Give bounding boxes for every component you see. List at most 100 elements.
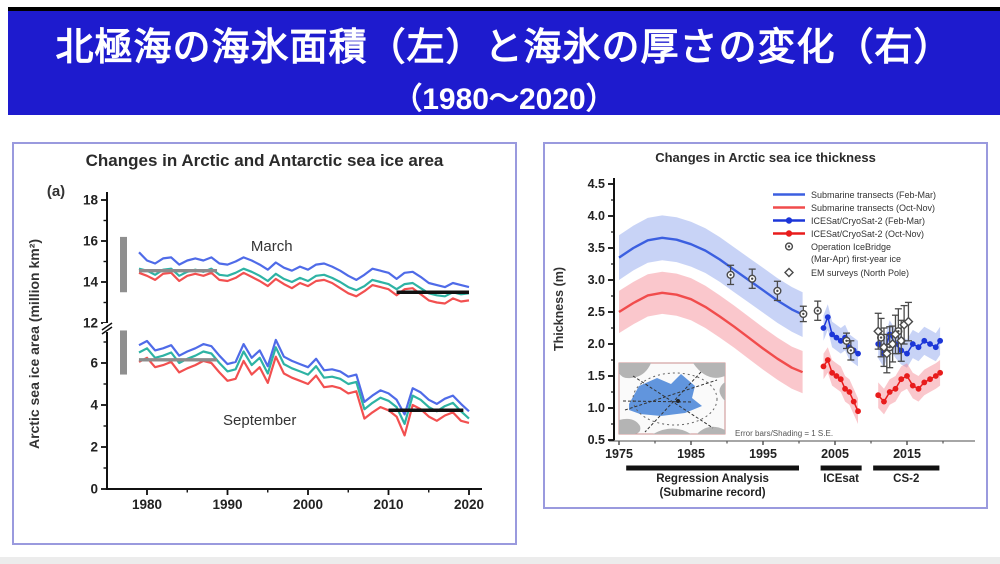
top-rule bbox=[8, 7, 1000, 11]
dot-icesat-oct-nov bbox=[824, 357, 831, 363]
legend-swatch-line-dot-icon bbox=[773, 217, 805, 224]
legend-label: Submarine transects (Feb-Mar) bbox=[811, 189, 937, 200]
dot-cryosat2-oct-nov bbox=[904, 373, 910, 379]
series-submarine-oct-nov bbox=[618, 291, 804, 374]
y-tick-label: 1.0 bbox=[588, 401, 605, 415]
dot-icesat-feb-mar bbox=[855, 350, 861, 357]
y-tick-label: 0.5 bbox=[588, 433, 605, 447]
legend-swatch-line-icon bbox=[773, 193, 805, 196]
dot-cryosat2-feb-mar bbox=[937, 337, 944, 344]
y-tick-label: 4.5 bbox=[588, 177, 605, 191]
icebridge-marker-dot bbox=[729, 273, 732, 277]
period-label: Regression Analysis bbox=[656, 473, 769, 485]
dot-cryosat2-oct-nov bbox=[932, 373, 939, 379]
legend-label: ICESat/CryoSat-2 (Feb-Mar) bbox=[811, 215, 926, 226]
legend-item: Submarine transects (Feb-Mar) bbox=[771, 188, 936, 201]
inset-land bbox=[619, 363, 651, 379]
dot-cryosat2-feb-mar bbox=[921, 337, 928, 344]
legend-item: ICESat/CryoSat-2 (Feb-Mar) bbox=[771, 214, 936, 227]
band-submarine-oct-nov bbox=[619, 271, 803, 394]
dot-icesat-oct-nov bbox=[837, 376, 844, 383]
legend-swatch-line-dot-icon bbox=[773, 230, 805, 237]
slide-title: 北極海の海氷面積（左）と海氷の厚さの変化（右） bbox=[55, 27, 953, 69]
left-chart-title: Changes in Arctic and Antarctic sea ice … bbox=[85, 151, 444, 170]
dot-icesat-oct-nov bbox=[833, 373, 840, 379]
dot-icesat-feb-mar bbox=[820, 325, 827, 331]
em-survey-marker bbox=[873, 326, 884, 337]
x-tick-label: 1995 bbox=[749, 447, 777, 461]
march-range-bar bbox=[120, 236, 127, 293]
dot-icesat-feb-mar bbox=[829, 331, 836, 338]
x-tick-label: 2010 bbox=[373, 497, 403, 512]
y-tick-label: 12 bbox=[83, 316, 98, 331]
legend-label: ICESat/CryoSat-2 (Oct-Nov) bbox=[811, 228, 925, 239]
y-axis-label: Thickness (m) bbox=[552, 267, 566, 351]
series-september-mid bbox=[138, 346, 470, 425]
x-tick-label: 2015 bbox=[893, 447, 921, 461]
legend-swatch-circle-icon bbox=[784, 242, 794, 251]
y-tick-label: 18 bbox=[83, 193, 99, 208]
y-axis-label: Arctic sea ice area (million km²) bbox=[26, 239, 42, 449]
y-tick-label: 3.0 bbox=[588, 273, 605, 287]
icebridge-marker-dot bbox=[879, 336, 883, 339]
dot-icesat-oct-nov bbox=[846, 389, 853, 395]
dot-cryosat2-feb-mar bbox=[932, 344, 939, 351]
error-note: Error bars/Shading = 1 S.E. bbox=[735, 429, 833, 438]
legend-label: EM surveys (North Pole) bbox=[811, 267, 910, 278]
y-tick-label: 3.5 bbox=[588, 241, 605, 255]
icebridge-marker-dot bbox=[845, 339, 848, 342]
dot-icesat-feb-mar bbox=[837, 337, 844, 344]
y-tick-label: 1.5 bbox=[588, 369, 605, 383]
icebridge-marker-dot bbox=[849, 349, 853, 352]
x-tick-label: 2000 bbox=[293, 497, 323, 512]
x-tick-label: 1985 bbox=[677, 447, 705, 461]
em-survey-marker bbox=[903, 316, 914, 327]
em-survey-marker bbox=[890, 329, 901, 340]
dot-icesat-feb-mar bbox=[824, 314, 831, 321]
dot-cryosat2-oct-nov bbox=[886, 389, 893, 395]
dot-icesat-oct-nov bbox=[820, 363, 827, 370]
period-sublabel: (Submarine record) bbox=[660, 487, 766, 499]
slide-subtitle: （1980〜2020） bbox=[392, 83, 616, 116]
icebridge-marker-dot bbox=[802, 312, 805, 316]
dot-cryosat2-oct-nov bbox=[921, 379, 928, 386]
band-icesat-oct-nov bbox=[823, 347, 858, 424]
thickness-chart-legend: Submarine transects (Feb-Mar) Submarine t… bbox=[771, 188, 936, 279]
dot-cryosat2-feb-mar bbox=[915, 344, 922, 351]
y-tick-label: 0 bbox=[90, 482, 98, 497]
path bbox=[784, 267, 794, 278]
axis-break-gap bbox=[103, 323, 111, 332]
title-banner: 北極海の海氷面積（左）と海氷の厚さの変化（右） （1980〜2020） bbox=[8, 11, 1000, 116]
series-march-lower bbox=[138, 271, 470, 305]
legend-swatch-line-icon bbox=[773, 206, 805, 209]
dot-cryosat2-oct-nov bbox=[915, 385, 922, 392]
y-tick-label: 14 bbox=[83, 275, 99, 290]
dot-cryosat2-oct-nov bbox=[898, 376, 905, 383]
dot-icesat-feb-mar bbox=[833, 334, 840, 341]
left-chart-panel: 18 16 14 12 6 4 2 0 1980 1990 2000 2010 2020 (a) March… bbox=[12, 142, 517, 545]
axis-break-mark bbox=[101, 322, 113, 331]
legend-label: Operation IceBridge bbox=[811, 241, 892, 252]
period-label: CS-2 bbox=[893, 473, 919, 485]
inset-land bbox=[693, 363, 725, 378]
september-label: September bbox=[223, 412, 296, 429]
legend-label: Submarine transects (Oct-Nov) bbox=[811, 202, 936, 213]
icebridge-marker-dot bbox=[776, 289, 779, 293]
inset-data-region bbox=[629, 374, 702, 416]
legend-label-continuation: (Mar-Apr) first-year ice bbox=[811, 254, 902, 264]
dot-icesat-oct-nov bbox=[855, 408, 861, 415]
y-tick-label: 6 bbox=[90, 356, 98, 371]
inset-land bbox=[653, 428, 691, 434]
bottom-strip bbox=[0, 557, 1000, 564]
dot-cryosat2-oct-nov bbox=[875, 392, 882, 399]
inset-transect-line bbox=[624, 379, 718, 411]
y-tick-label: 4.0 bbox=[588, 209, 605, 223]
circle bbox=[785, 230, 793, 237]
inset-land bbox=[619, 418, 641, 434]
series-september-upper bbox=[138, 338, 470, 416]
axis-break-mark bbox=[101, 326, 113, 335]
dot-icesat-oct-nov bbox=[842, 385, 848, 392]
x-tick-label: 1990 bbox=[212, 497, 242, 512]
dot-cryosat2-oct-nov bbox=[881, 398, 887, 405]
